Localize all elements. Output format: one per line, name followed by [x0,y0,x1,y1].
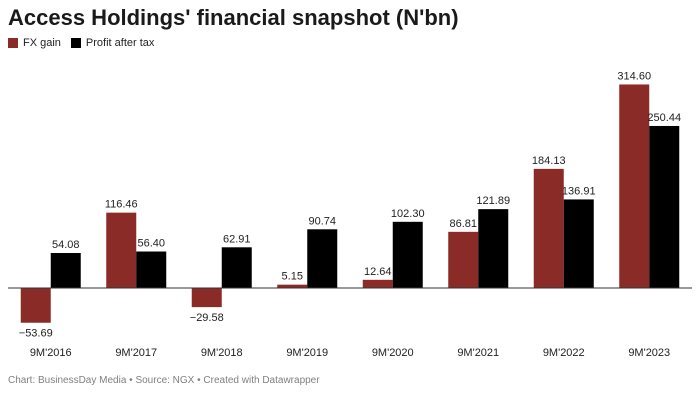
data-label-fx-gain-9m-2017: 116.46 [105,199,138,211]
chart-title: Access Holdings' financial snapshot (N'b… [8,5,459,30]
x-tick-label-9m-2021: 9M'2021 [457,347,499,359]
bar-profit-after-tax-9m-2019 [307,229,338,288]
legend-item-profit-after-tax: Profit after tax [70,37,155,49]
bar-profit-after-tax-9m-2017 [136,251,167,288]
x-tick-label-9m-2022: 9M'2022 [543,347,585,359]
legend-swatch-profit-after-tax [70,38,81,48]
bar-fx-gain-9m-2023 [619,84,650,288]
data-label-profit-after-tax-9m-2020: 102.30 [391,208,425,220]
data-label-fx-gain-9m-2018: −29.58 [190,312,224,324]
x-tick-label-9m-2023: 9M'2023 [628,347,670,359]
bar-profit-after-tax-9m-2021 [478,209,509,288]
bar-profit-after-tax-9m-2023 [649,125,680,288]
x-tick-label-9m-2016: 9M'2016 [30,347,72,359]
bar-fx-gain-9m-2017 [106,212,137,288]
data-label-fx-gain-9m-2021: 86.81 [449,218,477,230]
x-tick-label-9m-2018: 9M'2018 [201,347,243,359]
data-label-fx-gain-9m-2023: 314.60 [617,70,651,82]
bar-profit-after-tax-9m-2022 [563,199,594,288]
data-label-profit-after-tax-9m-2017: 56.40 [137,238,165,250]
legend-item-fx-gain: FX gain [8,37,61,49]
legend-label-fx-gain: FX gain [23,37,61,49]
bar-fx-gain-9m-2016 [20,288,51,323]
bar-profit-after-tax-9m-2020 [392,221,423,288]
data-label-profit-after-tax-9m-2023: 250.44 [647,112,681,124]
data-label-profit-after-tax-9m-2018: 62.91 [223,233,251,245]
data-label-fx-gain-9m-2020: 12.64 [364,266,392,278]
x-tick-label-9m-2017: 9M'2017 [115,347,157,359]
bar-fx-gain-9m-2021 [448,231,479,288]
data-label-profit-after-tax-9m-2016: 54.08 [52,239,80,251]
data-label-profit-after-tax-9m-2019: 90.74 [308,215,336,227]
data-label-fx-gain-9m-2022: 184.13 [532,155,566,167]
bar-profit-after-tax-9m-2018 [221,247,252,288]
legend: FX gain Profit after tax [8,37,164,49]
bar-profit-after-tax-9m-2016 [50,253,81,288]
data-label-profit-after-tax-9m-2021: 121.89 [476,195,510,207]
data-label-fx-gain-9m-2016: −53.69 [19,328,53,340]
data-label-profit-after-tax-9m-2022: 136.91 [562,185,596,197]
chart-footer: Chart: BusinessDay Media • Source: NGX •… [8,375,320,386]
bar-fx-gain-9m-2019 [277,284,308,288]
legend-swatch-fx-gain [8,38,18,48]
data-label-fx-gain-9m-2019: 5.15 [282,271,303,283]
bar-chart: −53.69 54.08 9M'2016 116.46 56.40 9M'2017 −29.… [8,70,692,359]
x-tick-label-9m-2020: 9M'2020 [372,347,414,359]
bar-fx-gain-9m-2022 [533,168,564,288]
x-tick-label-9m-2019: 9M'2019 [286,347,328,359]
bar-fx-gain-9m-2018 [191,288,222,308]
bar-fx-gain-9m-2020 [362,279,393,288]
legend-label-profit-after-tax: Profit after tax [85,37,155,49]
